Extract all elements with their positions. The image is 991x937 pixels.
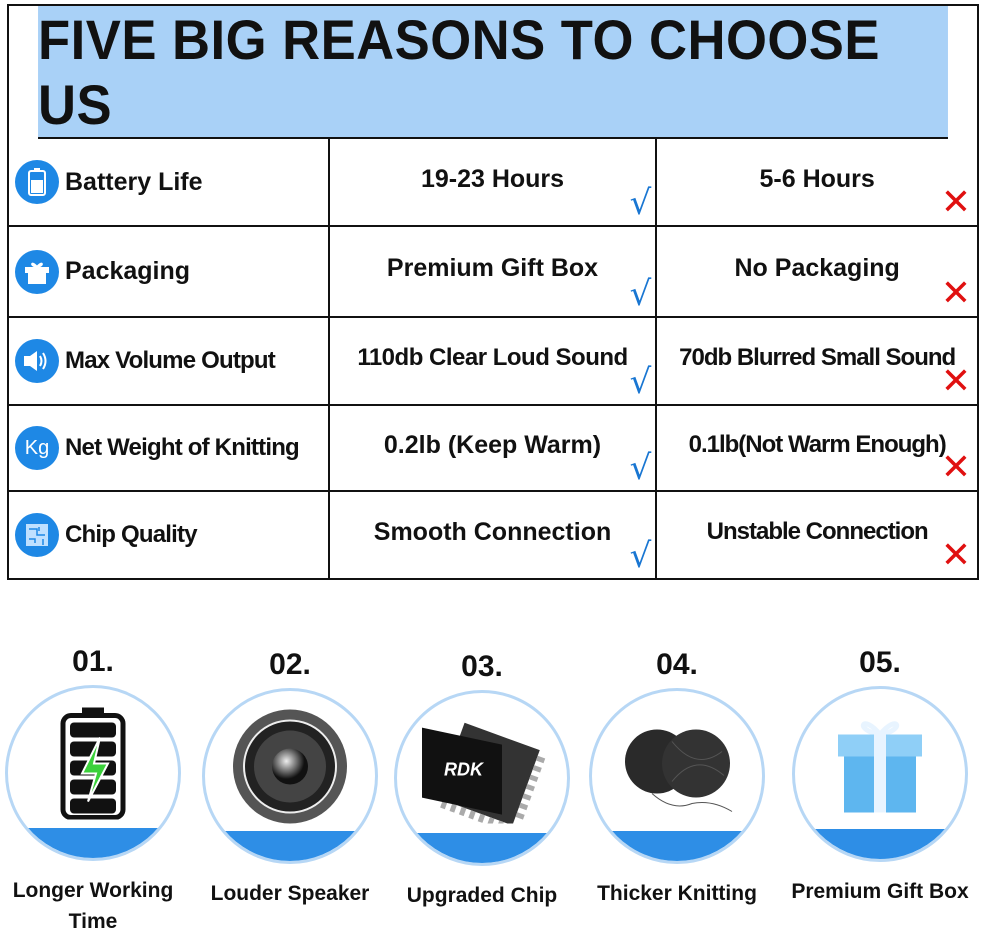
battery-charging-icon xyxy=(60,707,126,825)
theirs-value: No Packaging xyxy=(734,254,900,282)
ours-value: Smooth Connection xyxy=(373,517,612,546)
ours-cell: 0.2lb (Keep Warm) √ xyxy=(330,406,658,490)
comparison-table: FIVE BIG REASONS TO CHOOSE US Battery Li… xyxy=(7,4,979,580)
ours-cell: Smooth Connection √ xyxy=(330,492,658,578)
cross-icon: ✕ xyxy=(940,447,971,488)
theirs-value: 70db Blurred Small Sound xyxy=(679,344,956,371)
theirs-cell: 0.1lb(Not Warm Enough) ✕ xyxy=(657,406,977,490)
ours-cell: 110db Clear Loud Sound √ xyxy=(330,318,658,404)
feature-label: Thicker Knitting xyxy=(597,882,757,905)
cross-icon: ✕ xyxy=(940,361,971,402)
feature-number: 02. xyxy=(269,648,311,681)
wave-decoration xyxy=(8,828,178,858)
check-icon: √ xyxy=(629,362,652,402)
chip-icon xyxy=(15,513,59,557)
ours-cell: Premium Gift Box √ xyxy=(330,227,658,316)
feature-card: 03. RDK Upgraded Chip xyxy=(384,650,580,911)
speaker-icon xyxy=(232,709,348,830)
wave-decoration xyxy=(592,831,762,861)
theirs-cell: 5-6 Hours ✕ xyxy=(657,139,977,225)
ours-value: 0.2lb (Keep Warm) xyxy=(383,430,602,459)
feature-label: Upgraded Chip xyxy=(406,884,558,907)
feature-card: 05. Premium Gift Box xyxy=(782,646,978,907)
feature-circle xyxy=(589,688,765,864)
cross-icon: ✕ xyxy=(940,535,971,576)
feature-circle: RDK xyxy=(394,690,570,866)
theirs-value: 5-6 Hours xyxy=(759,164,875,193)
theirs-value: 0.1lb(Not Warm Enough) xyxy=(688,431,947,458)
wave-decoration xyxy=(397,833,567,863)
gift-icon xyxy=(15,249,59,294)
feature-label: Longer Working Time xyxy=(12,879,174,933)
page-title: FIVE BIG REASONS TO CHOOSE US xyxy=(38,6,948,139)
feature-circle xyxy=(5,685,181,861)
check-icon: √ xyxy=(629,183,652,223)
feature-card: 02. Louder Speaker xyxy=(192,648,388,909)
feature-label: Chip Quality xyxy=(65,521,198,548)
ours-value: 19-23 Hours xyxy=(420,164,565,193)
feature-label: Louder Speaker xyxy=(210,882,370,905)
svg-text:RDK: RDK xyxy=(444,760,485,780)
table-row: Packaging Premium Gift Box √ No Packaging… xyxy=(9,227,977,318)
table-row: Battery Life 19-23 Hours √ 5-6 Hours ✕ xyxy=(9,139,977,227)
feature-label: Max Volume Output xyxy=(65,347,276,374)
battery-icon xyxy=(15,160,59,204)
check-icon: √ xyxy=(629,448,652,488)
feature-card: 01. Longer Working Time xyxy=(0,645,191,937)
cross-icon: ✕ xyxy=(940,182,971,223)
feature-number: 01. xyxy=(72,645,114,678)
feature-cell: Packaging xyxy=(9,227,330,316)
feature-label: Premium Gift Box xyxy=(791,880,969,903)
yarn-icon xyxy=(612,712,742,827)
wave-decoration xyxy=(205,831,375,861)
theirs-cell: Unstable Connection ✕ xyxy=(657,492,977,578)
cross-icon: ✕ xyxy=(940,273,971,314)
feature-label: Battery Life xyxy=(65,167,203,196)
speaker-icon xyxy=(15,339,59,383)
gift-box-icon xyxy=(832,713,928,822)
ours-cell: 19-23 Hours √ xyxy=(330,139,658,225)
feature-number: 03. xyxy=(461,650,503,683)
feature-cell: Chip Quality xyxy=(9,492,330,578)
feature-cell: Kg Net Weight of Knitting xyxy=(9,406,330,490)
ours-value: Premium Gift Box xyxy=(386,254,599,282)
theirs-value: Unstable Connection xyxy=(706,518,929,545)
feature-circle xyxy=(792,686,968,862)
kg-icon: Kg xyxy=(15,426,59,470)
feature-label: Net Weight of Knitting xyxy=(65,434,300,461)
table-row: Chip Quality Smooth Connection √ Unstable… xyxy=(9,492,977,578)
feature-cell: Max Volume Output xyxy=(9,318,330,404)
feature-circle xyxy=(202,688,378,864)
feature-number: 04. xyxy=(656,648,698,681)
feature-card: 04. Thicker Knitting xyxy=(579,648,775,909)
ours-value: 110db Clear Loud Sound xyxy=(357,344,628,371)
feature-label: Packaging xyxy=(65,257,191,285)
feature-cell: Battery Life xyxy=(9,139,330,225)
feature-number: 05. xyxy=(859,646,901,679)
theirs-cell: No Packaging ✕ xyxy=(657,227,977,316)
check-icon: √ xyxy=(629,536,652,576)
table-row: Max Volume Output 110db Clear Loud Sound… xyxy=(9,318,977,406)
table-row: Kg Net Weight of Knitting 0.2lb (Keep War… xyxy=(9,406,977,492)
chip-icon: RDK xyxy=(412,714,552,830)
check-icon: √ xyxy=(629,274,652,314)
theirs-cell: 70db Blurred Small Sound ✕ xyxy=(657,318,977,404)
wave-decoration xyxy=(795,829,965,859)
